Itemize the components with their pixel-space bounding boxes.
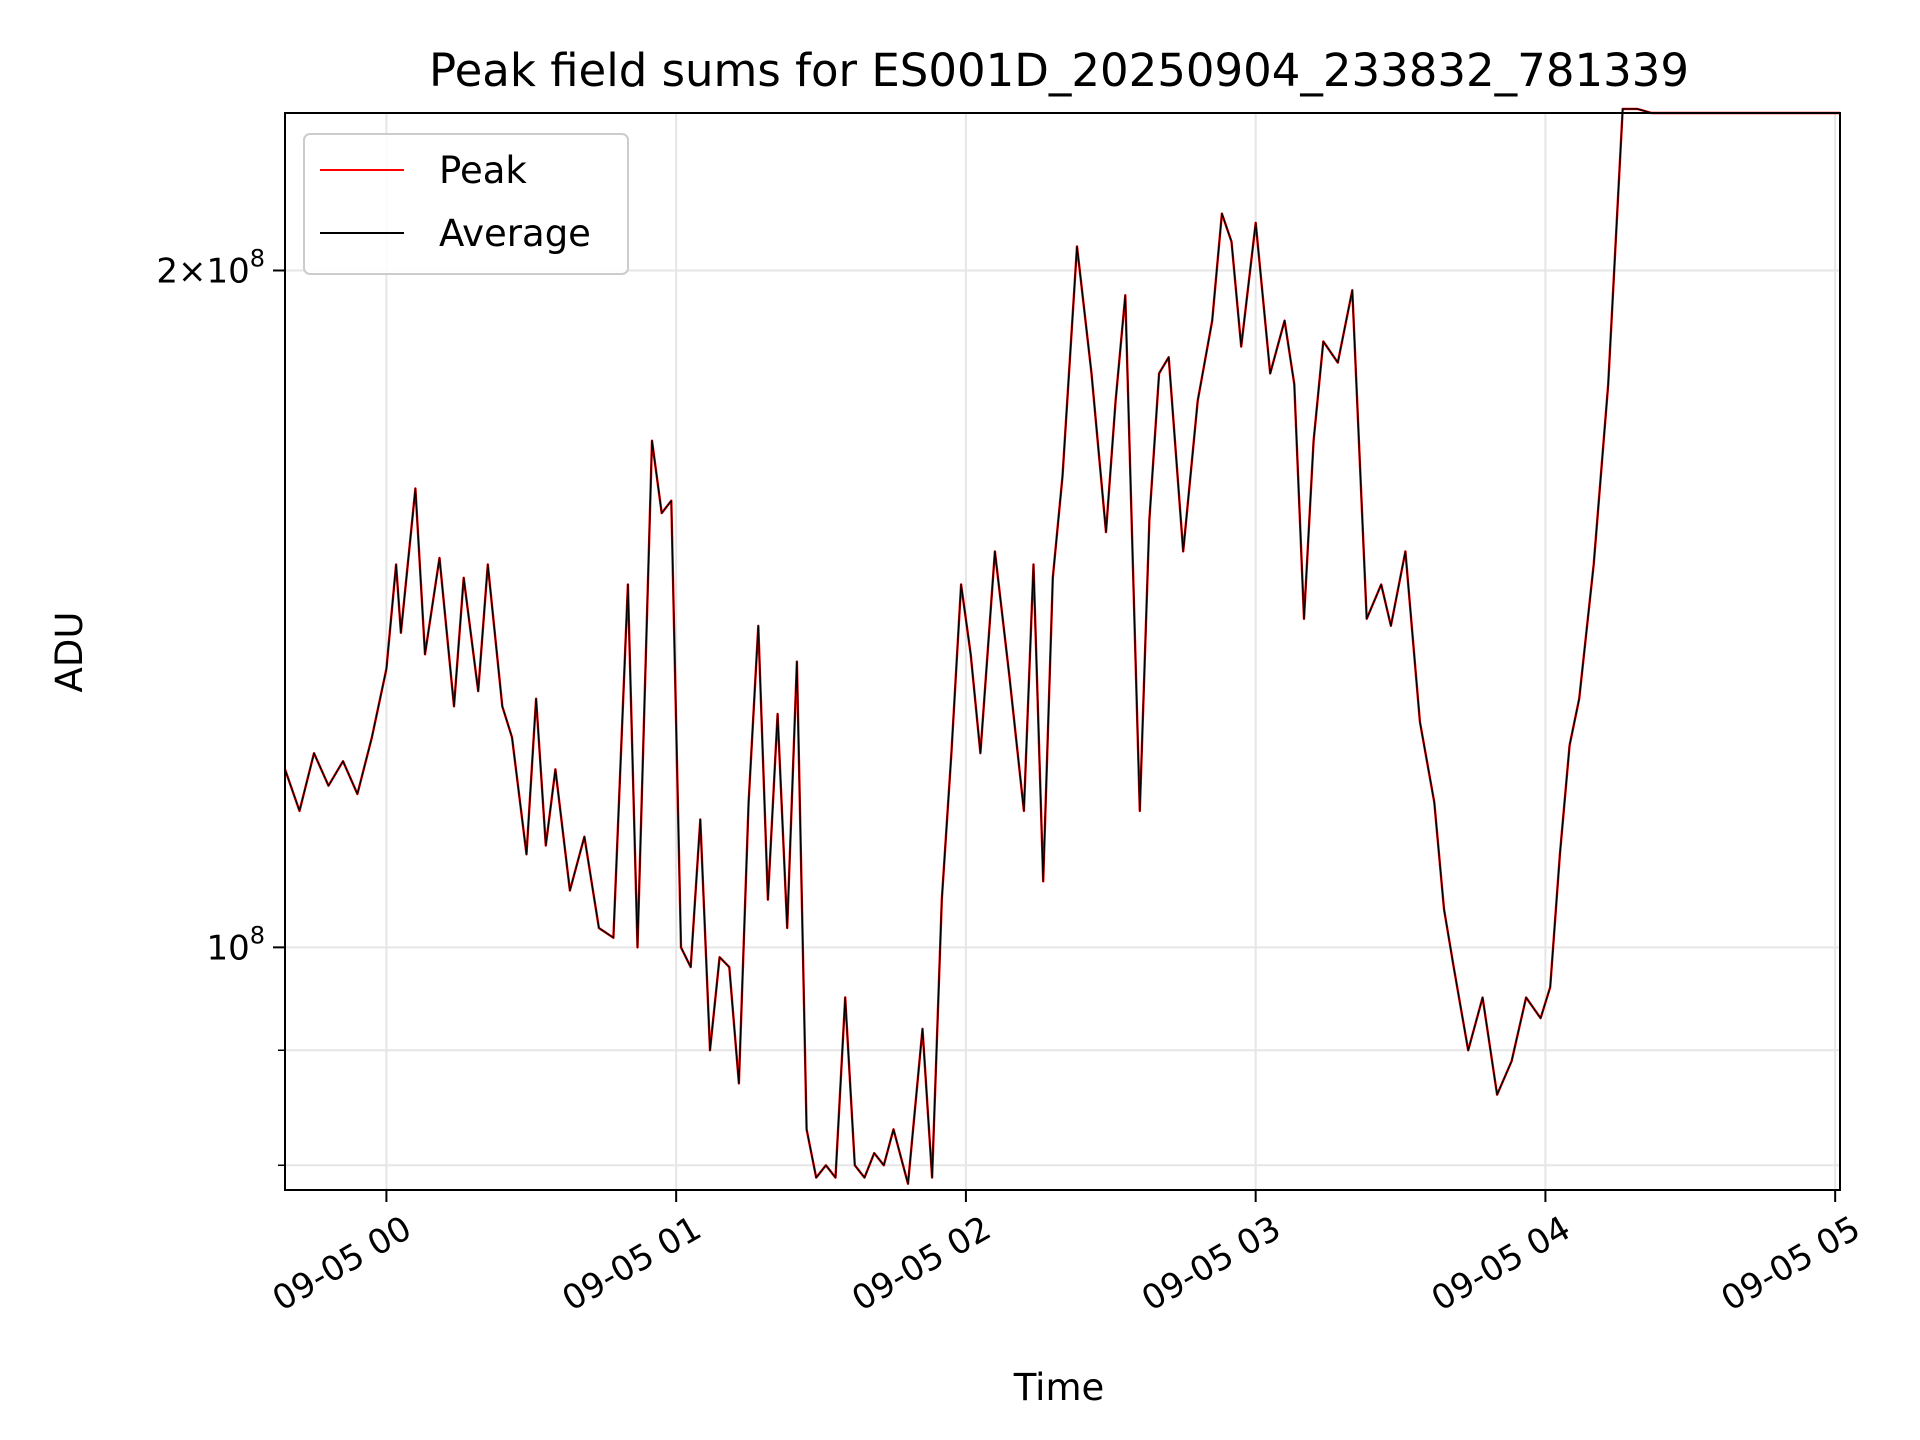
legend: Peak Average [303, 133, 629, 275]
y-tick-label: 2×108 [156, 244, 265, 291]
plot-frame [284, 112, 1841, 1191]
legend-label-peak: Peak [439, 149, 527, 192]
chart-title: Peak field sums for ES001D_20250904_2338… [429, 44, 1689, 97]
x-axis-label: Time [1013, 1366, 1105, 1409]
y-axis-ticks: 108 2×108 [156, 244, 285, 1167]
legend-label-average: Average [439, 212, 591, 255]
gridlines [285, 113, 1840, 1190]
y-tick-label: 108 [206, 921, 265, 968]
y-axis-label: ADU [48, 612, 91, 693]
series-lines [283, 107, 1840, 1186]
series-line-average [284, 108, 1840, 1185]
